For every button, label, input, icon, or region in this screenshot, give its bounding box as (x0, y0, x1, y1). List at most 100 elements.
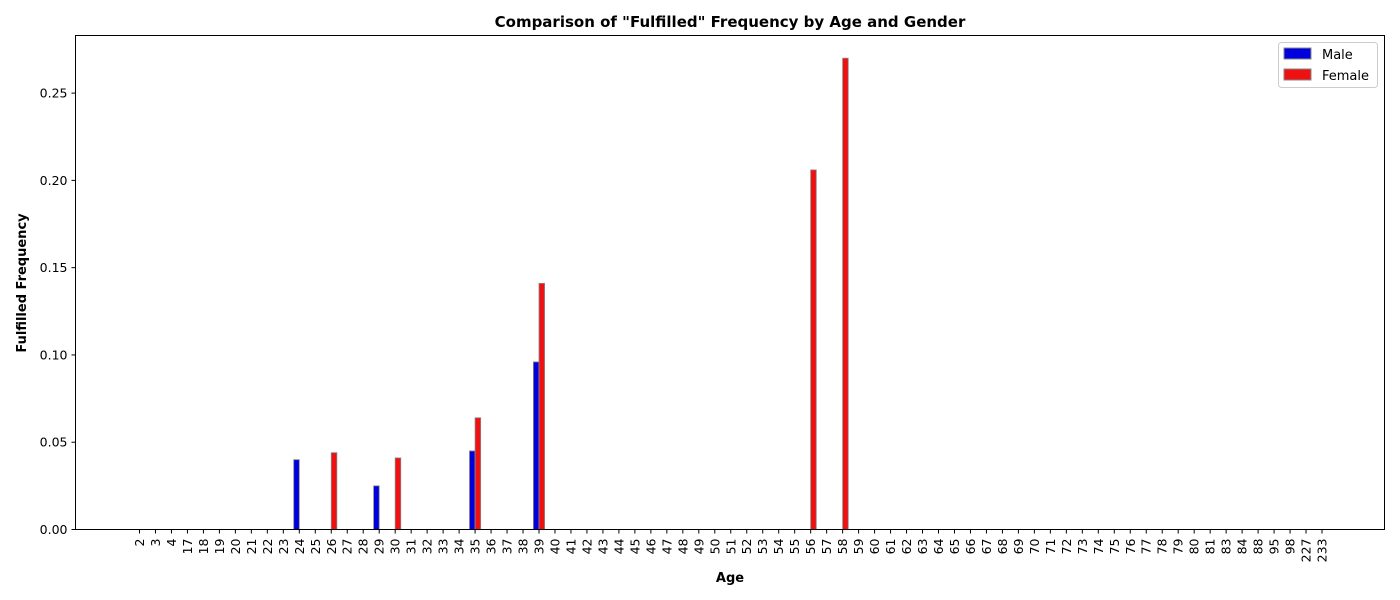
x-axis: 2 3 4 17 18 19 20 21 22 23 24 25 26 27 28 29 30 31 32 33 34 3… (132, 529, 1330, 563)
x-tick-label: 74 (1091, 538, 1106, 554)
x-tick-label: 62 (899, 539, 914, 555)
x-tick-label: 66 (963, 538, 978, 554)
x-tick-label: 233 (1315, 539, 1330, 563)
x-tick-label: 95 (1267, 539, 1282, 555)
bar-male-35 (469, 450, 476, 530)
x-tick-label: 59 (851, 538, 866, 554)
y-tick-label: 0.25 (40, 86, 68, 101)
x-axis-label: Age (716, 571, 744, 586)
x-tick-label: 76 (1123, 538, 1138, 554)
x-tick-label: 79 (1171, 538, 1186, 554)
bar-male-39 (533, 361, 540, 530)
x-tick-label: 80 (1187, 538, 1202, 554)
x-tick-label: 21 (244, 539, 259, 555)
x-tick-label: 52 (739, 539, 754, 555)
x-tick-label: 70 (1027, 538, 1042, 554)
bar-male-29 (373, 485, 380, 530)
x-tick-label: 40 (547, 538, 562, 554)
x-tick-label: 73 (1075, 539, 1090, 555)
x-tick-label: 48 (675, 538, 690, 554)
x-tick-label: 39 (532, 538, 547, 554)
x-tick-label: 28 (356, 538, 371, 554)
x-tick-label: 98 (1283, 538, 1298, 554)
bar-male-24 (293, 459, 300, 530)
x-tick-label: 61 (883, 539, 898, 555)
x-tick-label: 34 (452, 538, 467, 554)
x-tick-label: 56 (803, 538, 818, 554)
x-tick-label: 78 (1155, 538, 1170, 554)
legend-label-male: Male (1322, 48, 1353, 63)
x-tick-label: 55 (787, 539, 802, 555)
x-tick-label: 33 (436, 539, 451, 555)
x-tick-label: 77 (1139, 539, 1154, 555)
x-tick-label: 32 (420, 539, 435, 555)
x-tick-label: 30 (388, 538, 403, 554)
y-tick-label: 0.00 (40, 522, 68, 537)
x-tick-label: 84 (1235, 538, 1250, 554)
x-tick-label: 67 (979, 539, 994, 555)
plot-frame (75, 35, 1385, 530)
x-tick-label: 51 (723, 539, 738, 555)
x-tick-label: 227 (1299, 539, 1314, 563)
x-tick-label: 43 (595, 539, 610, 555)
x-tick-label: 68 (995, 538, 1010, 554)
x-tick-label: 60 (867, 538, 882, 554)
x-tick-label: 18 (196, 538, 211, 554)
y-axis: 0.00 0.05 0.10 0.15 0.20 0.25 (40, 86, 76, 537)
x-tick-label: 42 (579, 539, 594, 555)
x-tick-label: 75 (1107, 539, 1122, 555)
bar-female-39 (538, 282, 545, 530)
x-tick-label: 81 (1203, 539, 1218, 555)
x-tick-label: 25 (308, 539, 323, 555)
legend: Male Female (1278, 42, 1378, 88)
x-tick-label: 2 (132, 539, 147, 547)
x-tick-label: 4 (164, 538, 179, 546)
x-tick-label: 26 (324, 538, 339, 554)
x-tick-label: 47 (659, 539, 674, 555)
x-tick-label: 41 (563, 539, 578, 555)
bar-female-58 (842, 57, 849, 530)
bar-female-26 (330, 452, 338, 530)
legend-label-female: Female (1322, 69, 1369, 84)
bar-female-30 (394, 457, 402, 530)
y-axis-label: Fulfilled Frequency (15, 213, 30, 353)
x-tick-label: 22 (260, 539, 275, 555)
x-tick-label: 24 (292, 538, 307, 554)
x-tick-label: 83 (1219, 539, 1234, 555)
x-tick-label: 36 (484, 538, 499, 554)
x-tick-label: 63 (915, 539, 930, 555)
bar-female-35 (474, 417, 482, 530)
x-tick-label: 72 (1059, 539, 1074, 555)
y-tick-label: 0.15 (40, 260, 68, 275)
x-tick-label: 29 (372, 538, 387, 554)
x-tick-label: 35 (468, 539, 483, 555)
y-tick-label: 0.10 (40, 347, 68, 362)
x-tick-label: 19 (212, 538, 227, 554)
legend-swatch-male (1283, 47, 1312, 60)
x-tick-label: 69 (1011, 538, 1026, 554)
x-tick-label: 64 (931, 538, 946, 554)
chart-title: Comparison of "Fulfilled" Frequency by A… (495, 13, 966, 31)
x-tick-label: 44 (611, 538, 626, 554)
x-tick-label: 37 (500, 539, 515, 555)
x-tick-label: 58 (835, 538, 850, 554)
x-tick-label: 45 (627, 539, 642, 555)
x-tick-label: 50 (707, 538, 722, 554)
bar-female-56 (810, 169, 817, 530)
x-tick-label: 49 (691, 538, 706, 554)
x-tick-label: 38 (516, 538, 531, 554)
x-tick-label: 46 (643, 538, 658, 554)
x-tick-label: 53 (755, 539, 770, 555)
x-tick-label: 17 (180, 539, 195, 555)
x-tick-label: 23 (276, 539, 291, 555)
x-tick-label: 27 (340, 539, 355, 555)
x-tick-label: 71 (1043, 539, 1058, 555)
y-tick-label: 0.20 (40, 173, 68, 188)
x-tick-label: 88 (1251, 538, 1266, 554)
x-tick-label: 65 (947, 539, 962, 555)
x-tick-label: 57 (819, 539, 834, 555)
plot-area (293, 57, 849, 530)
x-tick-label: 31 (404, 539, 419, 555)
x-tick-label: 3 (148, 539, 163, 547)
